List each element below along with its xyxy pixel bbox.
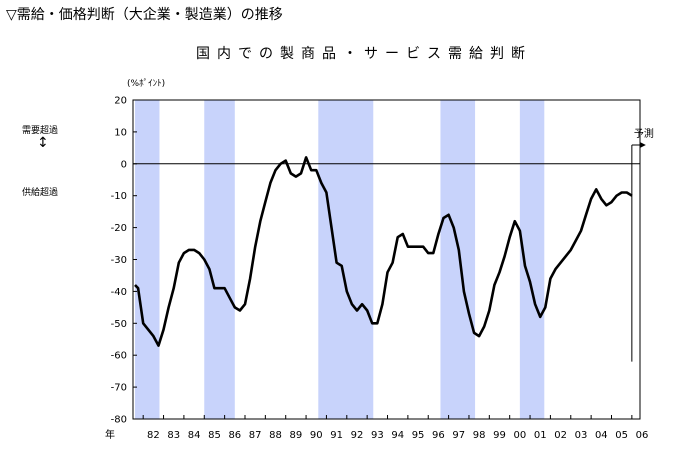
y-axis-unit-label: (%ﾎﾟｲﾝﾄ) <box>127 79 166 89</box>
y-tick-label: -60 <box>111 351 127 362</box>
section-heading: ▽需給・価格判断（大企業・製造業）の推移 <box>6 7 283 23</box>
x-tick-label: 82 <box>147 430 160 441</box>
x-tick-label: 96 <box>432 430 445 441</box>
up-down-arrow-icon: ↕ <box>37 135 49 151</box>
y-tick-label: -40 <box>111 287 127 298</box>
x-tick-label: 97 <box>452 430 465 441</box>
series-line <box>134 156 633 347</box>
y-tick-label: -30 <box>111 255 127 266</box>
x-axis-label: 年 <box>105 428 115 441</box>
forecast-arrow-head-icon <box>639 142 646 148</box>
shaded-period-1 <box>204 100 235 419</box>
y-tick-label: 20 <box>114 96 127 107</box>
forecast-label: 予測 <box>634 127 654 140</box>
x-tick-label: 84 <box>188 430 201 441</box>
x-tick-label: 03 <box>575 430 588 441</box>
y-tick-label: 0 <box>121 159 127 170</box>
y-tick-label: -20 <box>111 223 127 234</box>
y-tick-label: -50 <box>111 319 127 330</box>
x-tick-label: 88 <box>269 430 282 441</box>
x-tick-label: 83 <box>167 430 180 441</box>
shaded-period-0 <box>135 100 160 419</box>
x-tick-label: 86 <box>228 430 241 441</box>
y-tick-label: -70 <box>111 383 127 394</box>
x-tick-label: 87 <box>249 430 262 441</box>
x-tick-label: 90 <box>310 430 323 441</box>
y-tick-label: -80 <box>111 415 127 426</box>
x-tick-label: 91 <box>330 430 343 441</box>
x-tick-label: 04 <box>595 430 608 441</box>
demand-excess-label: 需要超過 <box>22 126 59 136</box>
shaded-period-3 <box>440 100 476 419</box>
x-tick-label: 05 <box>615 430 628 441</box>
x-tick-label: 99 <box>493 430 506 441</box>
shaded-period-2 <box>318 100 374 419</box>
x-tick-label: 89 <box>290 430 303 441</box>
y-tick-label: -10 <box>111 191 127 202</box>
x-tick-label: 94 <box>391 430 404 441</box>
chart-title: 国内での製商品・サービス需給判断 <box>196 46 532 62</box>
supply-excess-label: 供給超過 <box>22 188 59 198</box>
x-tick-label: 93 <box>371 430 384 441</box>
x-tick-label: 00 <box>514 430 527 441</box>
x-tick-label: 98 <box>473 430 486 441</box>
x-tick-label: 85 <box>208 430 221 441</box>
x-tick-label: 01 <box>534 430 547 441</box>
x-tick-label: 92 <box>351 430 364 441</box>
y-tick-label: 10 <box>114 127 127 138</box>
x-tick-label: 06 <box>636 430 649 441</box>
x-tick-label: 95 <box>412 430 425 441</box>
x-tick-label: 02 <box>554 430 567 441</box>
